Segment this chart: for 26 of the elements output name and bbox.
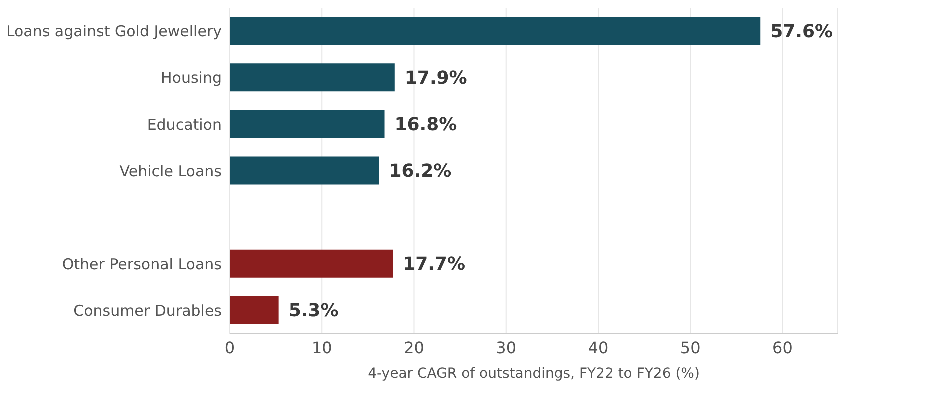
bar (230, 250, 394, 278)
x-tick-label: 50 (680, 338, 701, 358)
bar (230, 296, 279, 324)
x-tick-label: 10 (312, 338, 332, 358)
data-label: 57.6% (770, 21, 834, 42)
x-tick-label: 20 (404, 338, 424, 358)
data-label: 16.2% (389, 161, 452, 182)
y-tick-label: Loans against Gold Jewellery (6, 22, 222, 41)
x-tick-label: 30 (496, 338, 517, 358)
y-tick-label: Other Personal Loans (62, 255, 222, 274)
data-label: 17.9% (404, 68, 468, 89)
data-label: 5.3% (288, 300, 339, 322)
y-tick-label: Consumer Durables (74, 302, 222, 320)
bar (230, 110, 385, 138)
x-axis-title: 4-year CAGR of outstandings, FY22 to FY26 (%) (368, 366, 700, 382)
bar (230, 64, 395, 92)
x-tick-label: 0 (224, 338, 236, 358)
y-tick-label: Education (147, 116, 222, 134)
y-tick-label: Housing (161, 69, 222, 88)
x-tick-label: 60 (772, 338, 793, 358)
bar (230, 156, 380, 185)
bar (230, 17, 761, 45)
data-label: 16.8% (394, 114, 458, 136)
x-tick-label: 40 (588, 338, 609, 358)
data-label: 17.7% (403, 254, 466, 276)
y-tick-label: Vehicle Loans (120, 162, 222, 180)
